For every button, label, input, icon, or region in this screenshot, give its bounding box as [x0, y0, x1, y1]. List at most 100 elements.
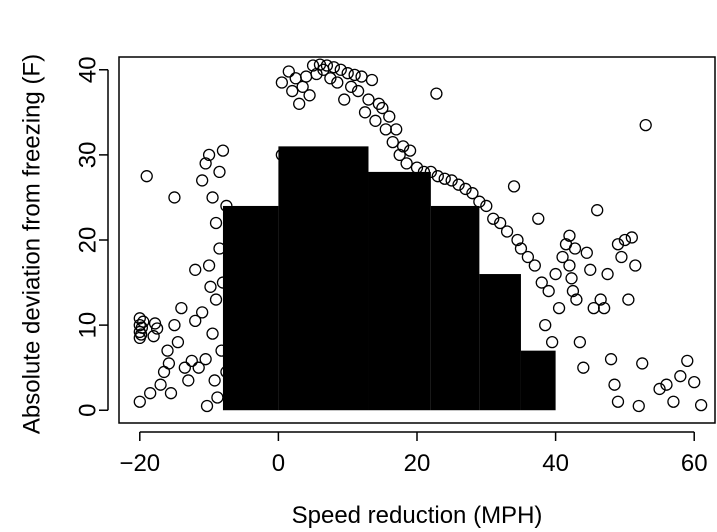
data-point — [189, 263, 202, 276]
data-point — [362, 93, 375, 106]
data-point — [209, 216, 223, 230]
data-point — [275, 76, 289, 89]
y-tick-label: 20 — [75, 227, 102, 254]
x-tick-label: 60 — [681, 450, 708, 477]
data-point — [379, 123, 392, 136]
data-point — [694, 398, 708, 412]
data-point — [137, 315, 150, 328]
data-point — [369, 114, 382, 127]
x-tick-label: −20 — [119, 450, 160, 477]
data-point — [175, 301, 188, 315]
data-point — [542, 284, 555, 298]
data-point — [674, 370, 687, 383]
data-point — [185, 354, 198, 368]
data-point — [202, 259, 216, 272]
data-point — [208, 374, 221, 387]
data-point — [216, 144, 230, 157]
data-point — [452, 178, 465, 191]
data-point — [157, 365, 171, 379]
data-point — [390, 123, 403, 136]
x-axis-title: Speed reduction (MPH) — [292, 502, 543, 529]
data-point — [565, 272, 578, 285]
data-point — [601, 267, 614, 281]
data-point — [424, 165, 438, 179]
data-point — [345, 80, 358, 93]
data-point — [206, 327, 219, 340]
data-point — [629, 259, 642, 272]
data-point — [445, 174, 458, 187]
data-point — [611, 395, 625, 408]
data-point — [597, 301, 611, 315]
data-point — [164, 387, 178, 400]
data-point — [632, 399, 645, 413]
data-point — [327, 61, 340, 74]
dense-region — [222, 205, 279, 411]
data-point — [220, 365, 233, 379]
data-point — [324, 72, 337, 85]
data-point — [133, 318, 146, 332]
x-tick-label: 0 — [272, 450, 285, 477]
data-point — [667, 395, 680, 408]
data-point — [154, 378, 167, 391]
data-point — [196, 174, 209, 187]
dense-region — [430, 205, 480, 411]
data-point — [568, 242, 582, 255]
data-point — [135, 321, 149, 334]
data-point — [570, 293, 583, 306]
data-point — [331, 76, 344, 89]
data-point — [431, 170, 444, 183]
data-point — [133, 395, 146, 408]
data-point — [500, 225, 514, 238]
data-point — [282, 65, 295, 78]
y-tick-label: 0 — [75, 404, 102, 417]
data-point — [171, 335, 185, 349]
data-point — [604, 353, 618, 366]
x-axis: −20 0 20 40 60 — [119, 431, 708, 477]
data-point — [622, 293, 635, 306]
data-point — [573, 335, 587, 349]
data-point — [528, 259, 541, 272]
data-point — [306, 59, 320, 72]
scatter-points — [133, 58, 708, 413]
data-point — [293, 97, 306, 110]
data-point — [135, 328, 148, 341]
data-point — [199, 353, 212, 366]
data-point — [459, 182, 472, 196]
data-point — [162, 357, 176, 370]
data-point — [215, 344, 228, 357]
data-point — [639, 118, 652, 132]
y-axis-title: Absolute deviation from freezing (F) — [19, 54, 46, 434]
data-point — [358, 106, 372, 119]
data-point — [660, 378, 673, 391]
data-point — [653, 382, 666, 396]
data-point — [192, 361, 205, 374]
data-point — [286, 84, 299, 98]
plot-border — [118, 56, 716, 424]
data-point — [299, 70, 313, 83]
data-point — [196, 306, 209, 319]
data-point — [545, 335, 559, 349]
data-point — [611, 238, 625, 251]
data-point — [355, 70, 368, 83]
data-point — [532, 212, 545, 225]
data-point — [514, 242, 528, 255]
data-point — [591, 204, 604, 217]
data-point — [552, 301, 566, 315]
data-point — [338, 93, 351, 106]
data-point — [199, 157, 212, 170]
data-point — [403, 144, 417, 157]
data-point — [535, 276, 548, 289]
data-point — [511, 233, 524, 247]
data-point — [351, 84, 365, 98]
data-point — [563, 229, 576, 242]
data-point — [200, 399, 214, 413]
data-point — [383, 110, 396, 123]
dense-region — [368, 171, 431, 411]
data-point — [539, 318, 552, 332]
data-point — [507, 180, 521, 193]
data-point — [365, 73, 379, 87]
dense-point-cloud — [222, 146, 556, 411]
plot-frame — [118, 56, 716, 424]
